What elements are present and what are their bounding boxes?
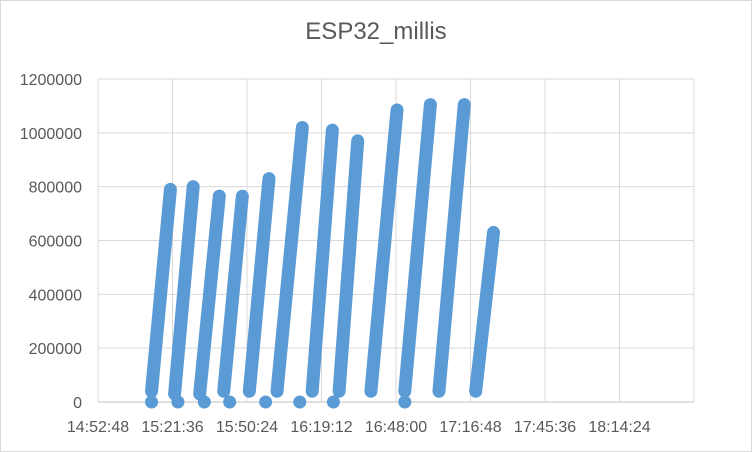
y-tick-label: 0 xyxy=(73,395,82,412)
data-point xyxy=(171,395,185,409)
chart-series xyxy=(145,98,501,409)
data-point xyxy=(259,395,273,409)
x-tick-label: 15:50:24 xyxy=(216,419,278,436)
data-point xyxy=(145,395,159,409)
series-segment xyxy=(217,189,249,398)
y-tick-label: 200000 xyxy=(29,341,82,358)
x-tick-label: 17:45:36 xyxy=(514,419,576,436)
series-segment xyxy=(242,172,276,398)
series-segment xyxy=(145,182,177,398)
y-tick-label: 1000000 xyxy=(20,126,82,143)
series-segment xyxy=(398,98,437,398)
series-segment xyxy=(270,120,309,398)
chart-title: ESP32_millis xyxy=(305,18,447,45)
series-segment xyxy=(332,134,365,398)
x-tick-label: 16:48:00 xyxy=(365,419,427,436)
data-point xyxy=(197,395,211,409)
data-point xyxy=(398,395,412,409)
x-tick-label: 18:14:24 xyxy=(588,419,650,436)
series-segment xyxy=(168,180,200,401)
x-tick-label: 15:21:36 xyxy=(141,419,203,436)
series-segment xyxy=(305,123,339,398)
y-tick-label: 800000 xyxy=(29,180,82,197)
data-point xyxy=(223,395,237,409)
series-segment xyxy=(469,225,501,398)
series-segment xyxy=(432,98,471,398)
data-point xyxy=(293,395,307,409)
y-tick-label: 400000 xyxy=(29,287,82,304)
x-tick-label: 16:19:12 xyxy=(290,419,352,436)
x-tick-label: 14:52:48 xyxy=(67,419,129,436)
y-tick-label: 1200000 xyxy=(20,72,82,89)
x-axis-ticks: 14:52:48 15:21:36 15:50:24 16:19:12 16:48:00… xyxy=(67,419,651,436)
series-segment xyxy=(364,103,404,398)
y-axis-ticks: 0 200000 400000 600000 800000 1000000 1200000 xyxy=(20,72,82,412)
series-segment xyxy=(193,189,226,401)
data-point xyxy=(326,395,340,409)
x-tick-label: 17:16:48 xyxy=(439,419,501,436)
y-tick-label: 600000 xyxy=(29,234,82,251)
